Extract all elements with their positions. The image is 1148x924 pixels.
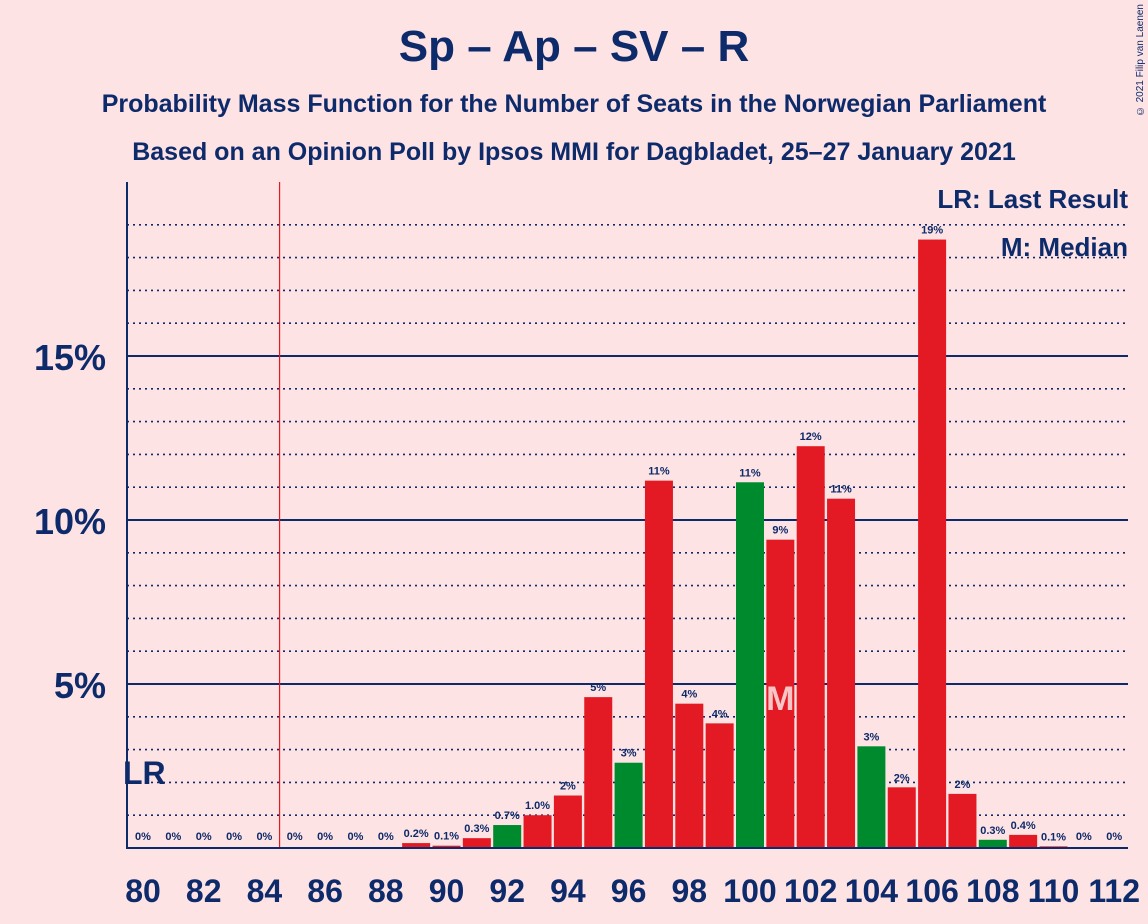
- bar-100: [736, 482, 764, 848]
- data-label-92: 0.7%: [495, 810, 520, 822]
- median-marker: M: [766, 680, 794, 718]
- bar-94: [553, 795, 582, 848]
- data-label-100: 11%: [739, 467, 761, 479]
- data-label-103: 11%: [830, 484, 852, 496]
- bar-95: [584, 697, 613, 848]
- data-label-106: 19%: [921, 225, 943, 237]
- chart-subtitle-2: Based on an Opinion Poll by Ipsos MMI fo…: [132, 138, 1016, 166]
- chart-title: Sp – Ap – SV – R: [398, 22, 750, 71]
- data-label-88: 0%: [378, 831, 394, 843]
- legend-median: M: Median: [1000, 232, 1128, 262]
- data-label-102: 12%: [800, 431, 822, 443]
- data-label-98: 4%: [681, 689, 697, 701]
- bar-106: [918, 239, 947, 848]
- data-label-83: 0%: [226, 831, 242, 843]
- x-tick-label: 82: [186, 873, 222, 909]
- data-label-112: 0%: [1106, 831, 1122, 843]
- x-tick-label: 102: [784, 873, 837, 909]
- data-label-104: 3%: [863, 731, 879, 743]
- bar-89: [402, 843, 431, 848]
- x-tick-label: 96: [611, 873, 647, 909]
- data-label-80: 0%: [135, 831, 151, 843]
- x-tick-label: 112: [1088, 873, 1140, 909]
- bar-108: [978, 839, 1007, 848]
- last-result-label: LR: [123, 755, 166, 791]
- data-label-90: 0.1%: [434, 831, 459, 843]
- y-tick-label: 10%: [34, 501, 106, 542]
- bar-105: [887, 787, 916, 848]
- x-tick-label: 104: [845, 873, 899, 909]
- chart-subtitle-1: Probability Mass Function for the Number…: [101, 90, 1047, 118]
- data-label-93: 1.0%: [525, 800, 550, 812]
- bar-99: [705, 723, 734, 848]
- data-label-97: 11%: [648, 466, 670, 478]
- data-label-82: 0%: [196, 831, 212, 843]
- x-tick-label: 90: [429, 873, 465, 909]
- bar-91: [462, 838, 491, 848]
- bar-96: [614, 762, 643, 848]
- data-label-81: 0%: [165, 831, 181, 843]
- legend-last-result: LR: Last Result: [937, 184, 1128, 214]
- bar-103: [827, 498, 856, 848]
- x-tick-label: 88: [368, 873, 404, 909]
- data-label-101: 9%: [772, 525, 788, 537]
- bar-104: [857, 746, 886, 848]
- bar-93: [523, 815, 552, 848]
- data-label-99: 4%: [712, 708, 728, 720]
- x-tick-label: 94: [550, 873, 586, 909]
- data-label-94: 2%: [560, 781, 576, 793]
- x-tick-label: 84: [247, 873, 283, 909]
- x-tick-label: 86: [307, 873, 343, 909]
- y-tick-label: 5%: [54, 665, 106, 706]
- x-tick-label: 106: [905, 873, 958, 909]
- x-tick-label: 80: [125, 873, 161, 909]
- data-label-108: 0.3%: [980, 825, 1005, 837]
- data-label-109: 0.4%: [1011, 820, 1036, 832]
- bar-102: [796, 446, 825, 848]
- bar-109: [1009, 834, 1038, 848]
- x-tick-label: 98: [672, 873, 708, 909]
- bar-90: [432, 845, 461, 848]
- data-label-95: 5%: [590, 682, 606, 694]
- copyright-notice: © 2021 Filip van Laenen: [1135, 4, 1146, 117]
- x-tick-label: 92: [489, 873, 525, 909]
- bar-97: [644, 480, 673, 848]
- bar-107: [948, 793, 977, 848]
- data-label-111: 0%: [1076, 831, 1092, 843]
- bar-101: [766, 539, 795, 848]
- x-tick-label: 100: [723, 873, 776, 909]
- data-label-85: 0%: [287, 831, 303, 843]
- x-tick-label: 110: [1028, 873, 1080, 909]
- bar-98: [675, 703, 704, 848]
- data-label-89: 0.2%: [404, 828, 429, 840]
- data-label-96: 3%: [621, 748, 637, 760]
- data-label-91: 0.3%: [464, 823, 489, 835]
- y-tick-label: 15%: [34, 337, 106, 378]
- data-label-84: 0%: [256, 831, 272, 843]
- data-label-105: 2%: [894, 772, 910, 784]
- data-label-107: 2%: [954, 779, 970, 791]
- data-label-86: 0%: [317, 831, 333, 843]
- data-label-87: 0%: [347, 831, 363, 843]
- data-label-110: 0.1%: [1041, 831, 1066, 843]
- x-tick-label: 108: [966, 873, 1019, 909]
- bar-92: [493, 825, 522, 848]
